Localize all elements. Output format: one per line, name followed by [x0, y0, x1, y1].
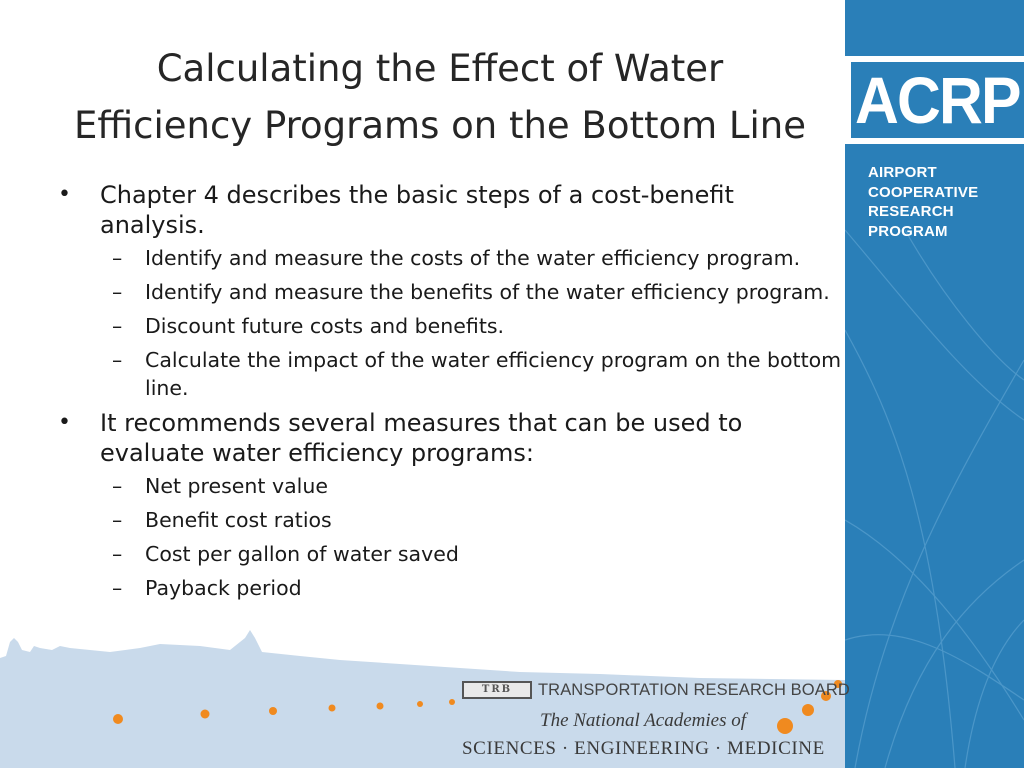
sub-bullet-item: – Discount future costs and benefits.: [58, 312, 843, 340]
sub-bullet-text: Identify and measure the benefits of the…: [145, 280, 830, 304]
brand-panel: ACRP AIRPORT COOPERATIVE RESEARCH PROGRA…: [845, 0, 1024, 768]
dash-marker: –: [112, 246, 123, 270]
bullet-item: • It recommends several measures that ca…: [58, 408, 843, 468]
academies-disciplines: SCIENCES · ENGINEERING · MEDICINE: [462, 738, 825, 759]
dash-marker: –: [112, 542, 123, 566]
trb-name: TRANSPORTATION RESEARCH BOARD: [538, 680, 850, 699]
sub-bullet-item: – Payback period: [58, 574, 843, 602]
dash-marker: –: [112, 508, 123, 532]
title-line-1: Calculating the Effect of Water: [156, 47, 724, 90]
sub-bullet-item: – Net present value: [58, 472, 843, 500]
dash-marker: –: [112, 348, 123, 372]
sub-bullet-item: – Calculate the impact of the water effi…: [58, 346, 843, 402]
sub-bullet-text: Payback period: [145, 576, 302, 600]
sub-bullet-item: – Cost per gallon of water saved: [58, 540, 843, 568]
skyline-graphic: [0, 630, 845, 768]
program-name-line: PROGRAM: [868, 222, 948, 240]
program-name-line: COOPERATIVE: [868, 183, 979, 201]
decorative-curves: [845, 229, 1024, 768]
dash-marker: –: [112, 280, 123, 304]
bullet-item: • Chapter 4 describes the basic steps of…: [58, 180, 843, 240]
program-name-line: AIRPORT: [868, 164, 937, 181]
bullet-marker: •: [58, 410, 71, 435]
title-line-2: Efficiency Programs on the Bottom Line: [73, 104, 807, 147]
bullet-list: • Chapter 4 describes the basic steps of…: [58, 180, 843, 608]
sub-bullet-item: – Identify and measure the costs of the …: [58, 244, 843, 272]
acrp-logo: ACRP: [855, 63, 1022, 137]
sub-bullet-item: – Identify and measure the benefits of t…: [58, 278, 843, 306]
dash-marker: –: [112, 576, 123, 600]
national-academies-label: The National Academies of: [540, 710, 746, 731]
sub-bullet-text: Discount future costs and benefits.: [145, 314, 505, 338]
sub-bullet-text: Cost per gallon of water saved: [145, 542, 459, 566]
bullet-text: Chapter 4 describes the basic steps of a…: [100, 181, 734, 239]
sub-bullet-text: Identify and measure the costs of the wa…: [145, 246, 801, 270]
trb-mark: TRB: [462, 681, 532, 699]
sub-bullet-text: Net present value: [145, 474, 328, 498]
program-name-line: RESEARCH: [868, 203, 954, 220]
bullet-marker: •: [58, 182, 71, 207]
trb-logo: TRB TRANSPORTATION RESEARCH BOARD: [462, 680, 850, 700]
bullet-text: It recommends several measures that can …: [100, 409, 743, 467]
program-name: AIRPORT COOPERATIVE RESEARCH PROGRAM: [868, 163, 1018, 241]
dash-marker: –: [112, 314, 123, 338]
sub-bullet-item: – Benefit cost ratios: [58, 506, 843, 534]
logo-band: [845, 56, 1024, 144]
sub-bullet-text: Calculate the impact of the water effici…: [145, 348, 842, 400]
slide-title: Calculating the Effect of Water Efficien…: [40, 40, 840, 154]
sub-bullet-text: Benefit cost ratios: [145, 508, 332, 532]
dash-marker: –: [112, 474, 123, 498]
